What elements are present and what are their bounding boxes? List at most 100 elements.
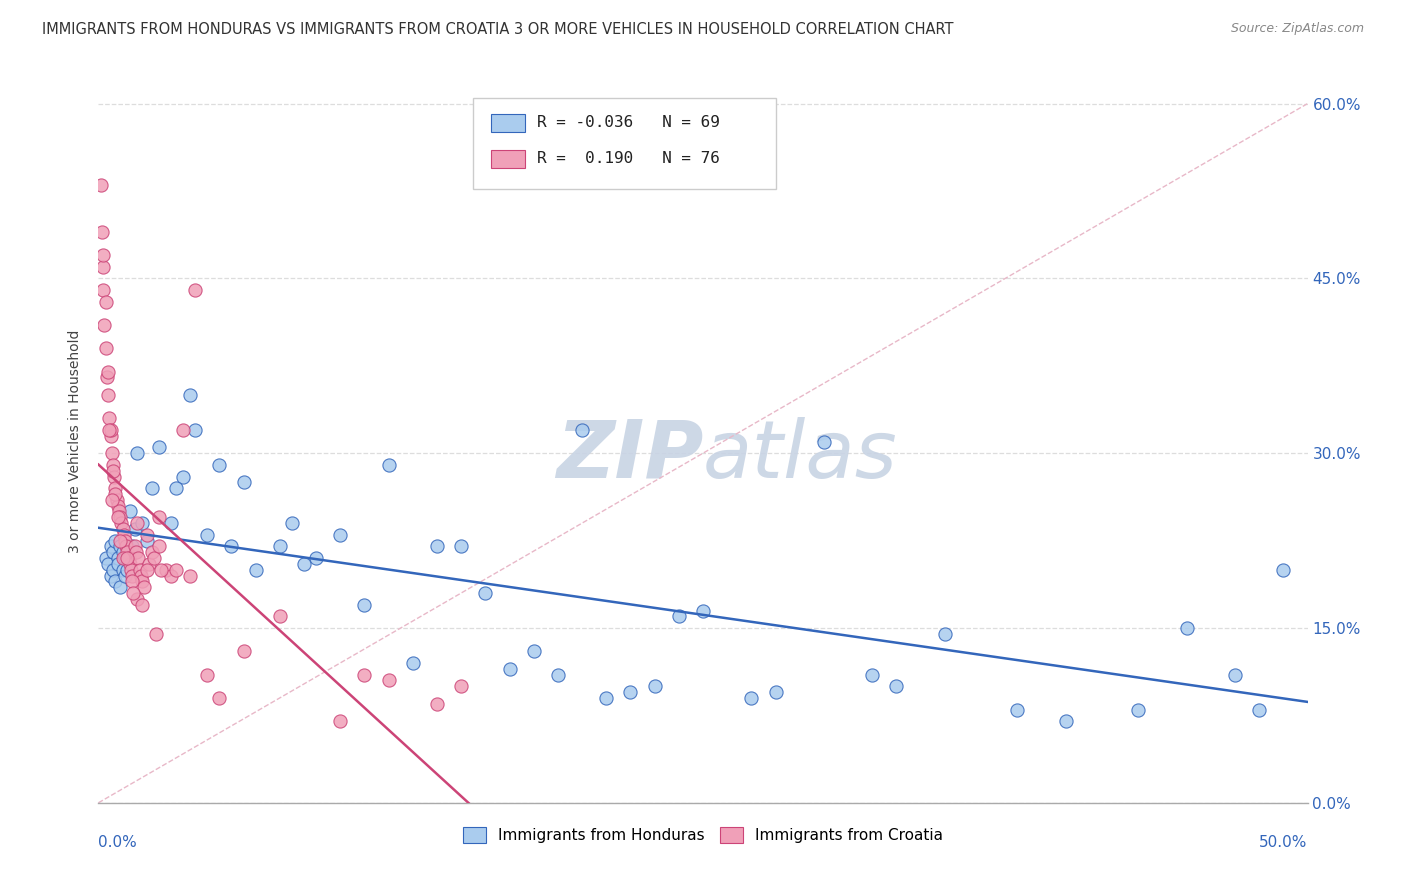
Point xyxy=(1272,563,1295,577)
Point xyxy=(1128,702,1150,716)
Point xyxy=(402,656,425,670)
Point xyxy=(377,458,399,472)
Point xyxy=(269,609,291,624)
Point xyxy=(269,540,291,554)
Point xyxy=(100,423,122,437)
Point xyxy=(114,568,136,582)
Point xyxy=(141,545,163,559)
Point xyxy=(98,411,121,425)
Point xyxy=(860,667,883,681)
Point xyxy=(148,510,170,524)
Point xyxy=(94,341,117,355)
Point xyxy=(127,516,149,530)
Point xyxy=(619,685,641,699)
Point xyxy=(172,423,194,437)
Point xyxy=(98,423,121,437)
Text: atlas: atlas xyxy=(703,417,898,495)
Point xyxy=(208,690,231,705)
Point xyxy=(97,365,120,379)
Point xyxy=(127,591,149,606)
Point xyxy=(281,516,304,530)
Point xyxy=(377,673,399,688)
Point xyxy=(111,522,134,536)
Point xyxy=(145,627,167,641)
Point xyxy=(221,540,243,554)
Point xyxy=(148,540,170,554)
Point xyxy=(498,662,520,676)
Point xyxy=(165,563,187,577)
Point xyxy=(101,545,124,559)
Point xyxy=(150,563,173,577)
Point xyxy=(135,563,157,577)
Point xyxy=(117,551,139,566)
Point xyxy=(93,318,115,332)
Point xyxy=(118,504,141,518)
Point xyxy=(120,563,142,577)
Text: IMMIGRANTS FROM HONDURAS VS IMMIGRANTS FROM CROATIA 3 OR MORE VEHICLES IN HOUSEH: IMMIGRANTS FROM HONDURAS VS IMMIGRANTS F… xyxy=(42,22,953,37)
Text: Source: ZipAtlas.com: Source: ZipAtlas.com xyxy=(1230,22,1364,36)
Point xyxy=(329,714,352,729)
Point xyxy=(91,225,114,239)
Point xyxy=(450,679,472,693)
Point xyxy=(91,283,114,297)
Point xyxy=(148,441,170,455)
Point xyxy=(129,568,152,582)
Point xyxy=(91,248,114,262)
Point xyxy=(292,557,315,571)
Point xyxy=(353,667,375,681)
Point xyxy=(165,481,187,495)
Point xyxy=(1249,702,1271,716)
Y-axis label: 3 or more Vehicles in Household: 3 or more Vehicles in Household xyxy=(69,330,83,553)
Point xyxy=(886,679,908,693)
Point xyxy=(94,551,117,566)
Point xyxy=(108,580,131,594)
Point xyxy=(305,551,328,566)
Point xyxy=(131,516,153,530)
Point xyxy=(118,551,141,566)
Point xyxy=(97,388,120,402)
Point xyxy=(91,260,114,274)
Point xyxy=(1007,702,1029,716)
Point xyxy=(184,283,207,297)
Point xyxy=(668,609,690,624)
Text: R = -0.036   N = 69: R = -0.036 N = 69 xyxy=(537,115,720,129)
Point xyxy=(155,563,177,577)
Point xyxy=(128,563,150,577)
Point xyxy=(111,563,134,577)
Point xyxy=(813,434,835,449)
Point xyxy=(692,603,714,617)
Text: R =  0.190   N = 76: R = 0.190 N = 76 xyxy=(537,151,720,166)
Point xyxy=(232,475,254,490)
Point xyxy=(105,492,128,507)
Point xyxy=(329,528,352,542)
Point xyxy=(353,598,375,612)
Point xyxy=(474,586,496,600)
Point xyxy=(97,557,120,571)
Point xyxy=(172,469,194,483)
Point xyxy=(135,528,157,542)
Point xyxy=(100,568,122,582)
Point xyxy=(131,598,153,612)
Point xyxy=(111,545,134,559)
Point xyxy=(115,540,138,554)
Point xyxy=(125,545,148,559)
Point xyxy=(765,685,787,699)
Point xyxy=(450,540,472,554)
Point xyxy=(107,510,129,524)
Point xyxy=(595,690,617,705)
Point xyxy=(94,294,117,309)
Point xyxy=(108,510,131,524)
Point xyxy=(134,580,156,594)
FancyBboxPatch shape xyxy=(474,98,776,189)
Point xyxy=(90,178,112,193)
Point xyxy=(160,516,183,530)
Point xyxy=(124,522,146,536)
Point xyxy=(195,667,218,681)
Point xyxy=(122,586,145,600)
Point xyxy=(184,423,207,437)
Point xyxy=(208,458,231,472)
Point xyxy=(245,563,267,577)
Point xyxy=(571,423,593,437)
Point xyxy=(101,464,124,478)
Point xyxy=(117,563,139,577)
